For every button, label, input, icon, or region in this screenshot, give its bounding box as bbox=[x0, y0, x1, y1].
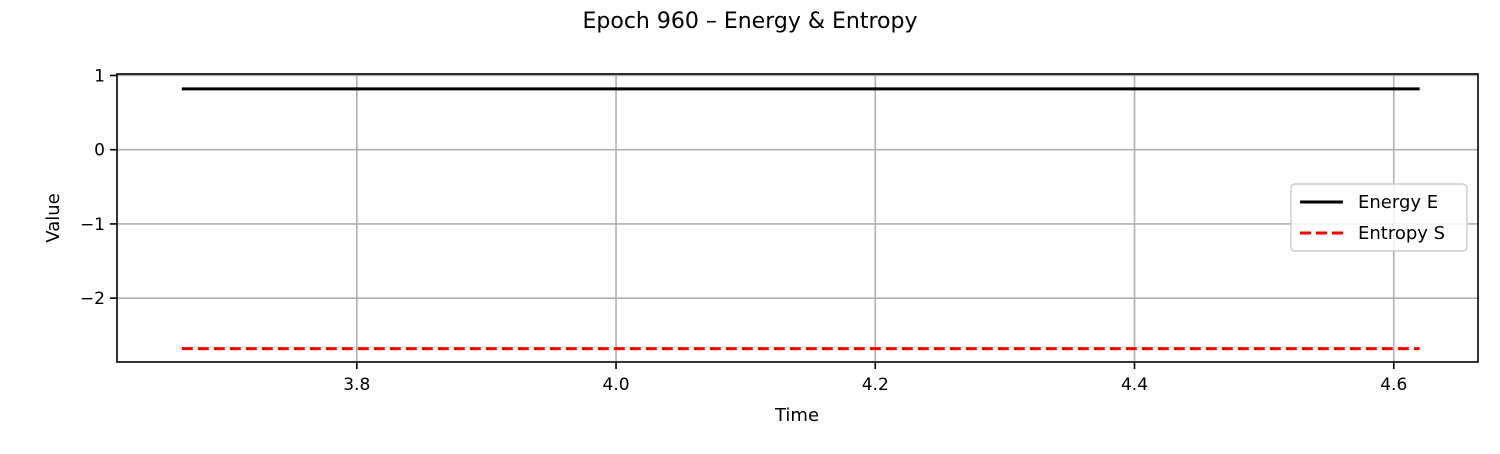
x-tick-label: 4.6 bbox=[1380, 375, 1407, 395]
legend-label-energy: Energy E bbox=[1358, 192, 1438, 213]
plot-frame bbox=[116, 73, 1479, 363]
x-tick-label: 4.2 bbox=[862, 375, 889, 395]
x-tick-label: 3.8 bbox=[343, 375, 370, 395]
chart-title: Epoch 960 – Energy & Entropy bbox=[583, 9, 918, 34]
legend-label-entropy: Entropy S bbox=[1358, 223, 1445, 244]
y-tick-label: −1 bbox=[80, 215, 105, 235]
y-tick-label: −2 bbox=[80, 289, 105, 309]
x-axis-label: Time bbox=[774, 405, 819, 426]
x-tick-label: 4.0 bbox=[603, 375, 630, 395]
y-axis-label: Value bbox=[43, 193, 64, 242]
y-tick-label: 1 bbox=[94, 66, 105, 86]
plot-area: 3.8 4.0 4.2 4.4 4.6 1 0 −1 −2 Energy E Entropy S bbox=[80, 66, 1479, 395]
x-tick-label: 4.4 bbox=[1121, 375, 1148, 395]
y-tick-label: 0 bbox=[94, 141, 105, 161]
